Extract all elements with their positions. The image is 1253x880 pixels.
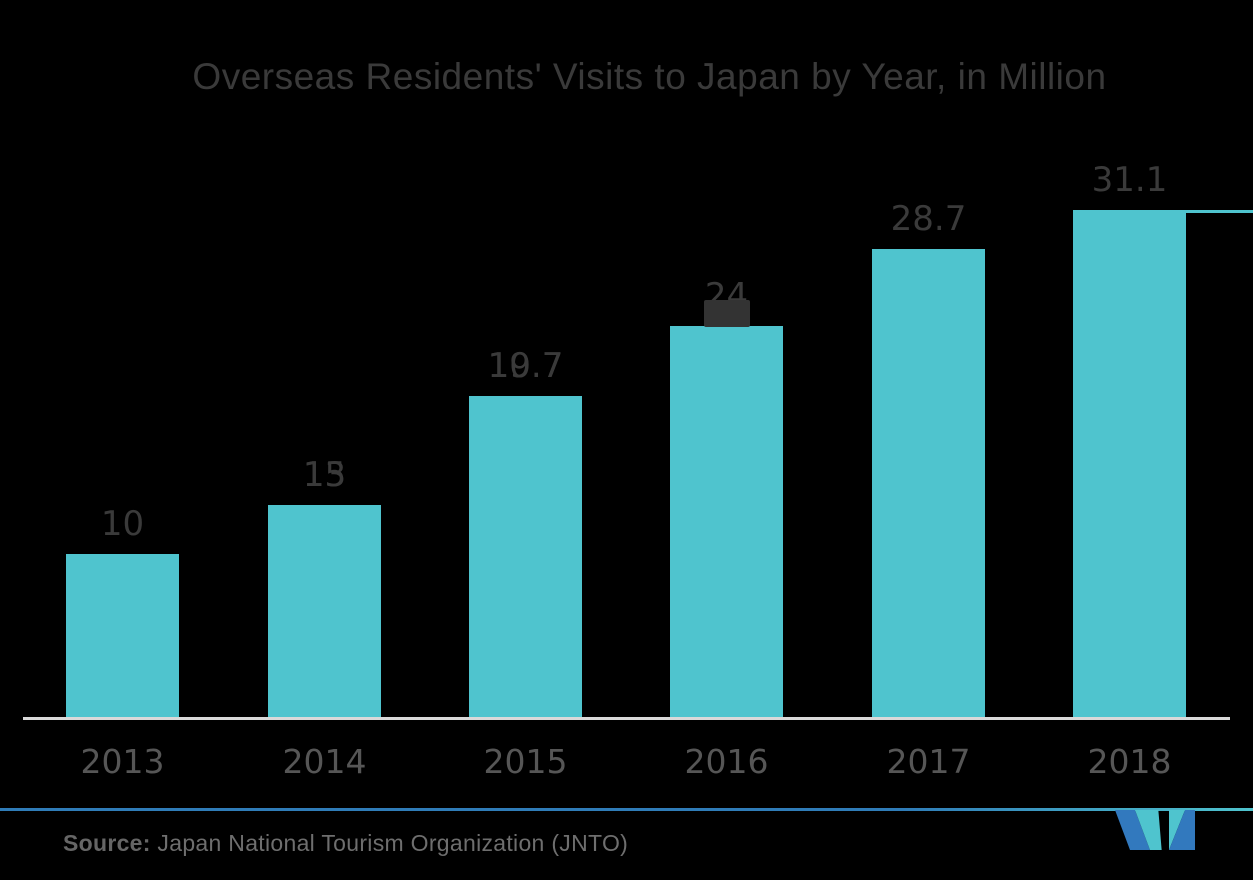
logo-right-blue-stroke (1169, 810, 1195, 850)
source-label: Source: (63, 830, 151, 856)
bar-2017 (872, 249, 985, 717)
x-axis-label-2018: 2018 (1087, 742, 1172, 781)
top-reference-line (1184, 210, 1253, 213)
mordor-intelligence-logo (1115, 810, 1195, 850)
bar-2013 (66, 554, 179, 717)
bar-value-label-2013: 10 (100, 504, 145, 544)
logo-left-blue-stroke (1115, 810, 1150, 850)
bar-ghost-label-2015: 10.7 (487, 346, 564, 386)
x-axis-baseline (23, 717, 1230, 720)
x-axis-label-2014: 2014 (282, 742, 367, 781)
source-text: Japan National Tourism Organization (JNT… (150, 830, 629, 856)
bar-value-label-2018: 31.1 (1091, 160, 1168, 200)
x-axis-label-2016: 2016 (684, 742, 769, 781)
footer-divider-line (0, 808, 1253, 811)
bar-2016 (670, 326, 783, 717)
bar-2014 (268, 505, 381, 717)
x-axis-label-2015: 2015 (483, 742, 568, 781)
bar-value-label-2014: 13 (302, 455, 347, 495)
logo-middle-teal-stroke (1135, 810, 1162, 850)
bar-value-label-2017: 28.7 (890, 199, 967, 239)
source-attribution: Source: Japan National Tourism Organizat… (63, 830, 628, 857)
chart-title: Overseas Residents' Visits to Japan by Y… (192, 56, 1107, 97)
x-axis-label-2017: 2017 (886, 742, 971, 781)
bar-2018 (1073, 210, 1186, 717)
bar-value-label-2015: 19.7 (487, 346, 564, 386)
x-axis-label-2013: 2013 (80, 742, 165, 781)
label-artifact-blob-2016 (704, 300, 750, 327)
bar-2015 (469, 396, 582, 717)
bar-ghost-label-2014: 15 (302, 455, 347, 495)
